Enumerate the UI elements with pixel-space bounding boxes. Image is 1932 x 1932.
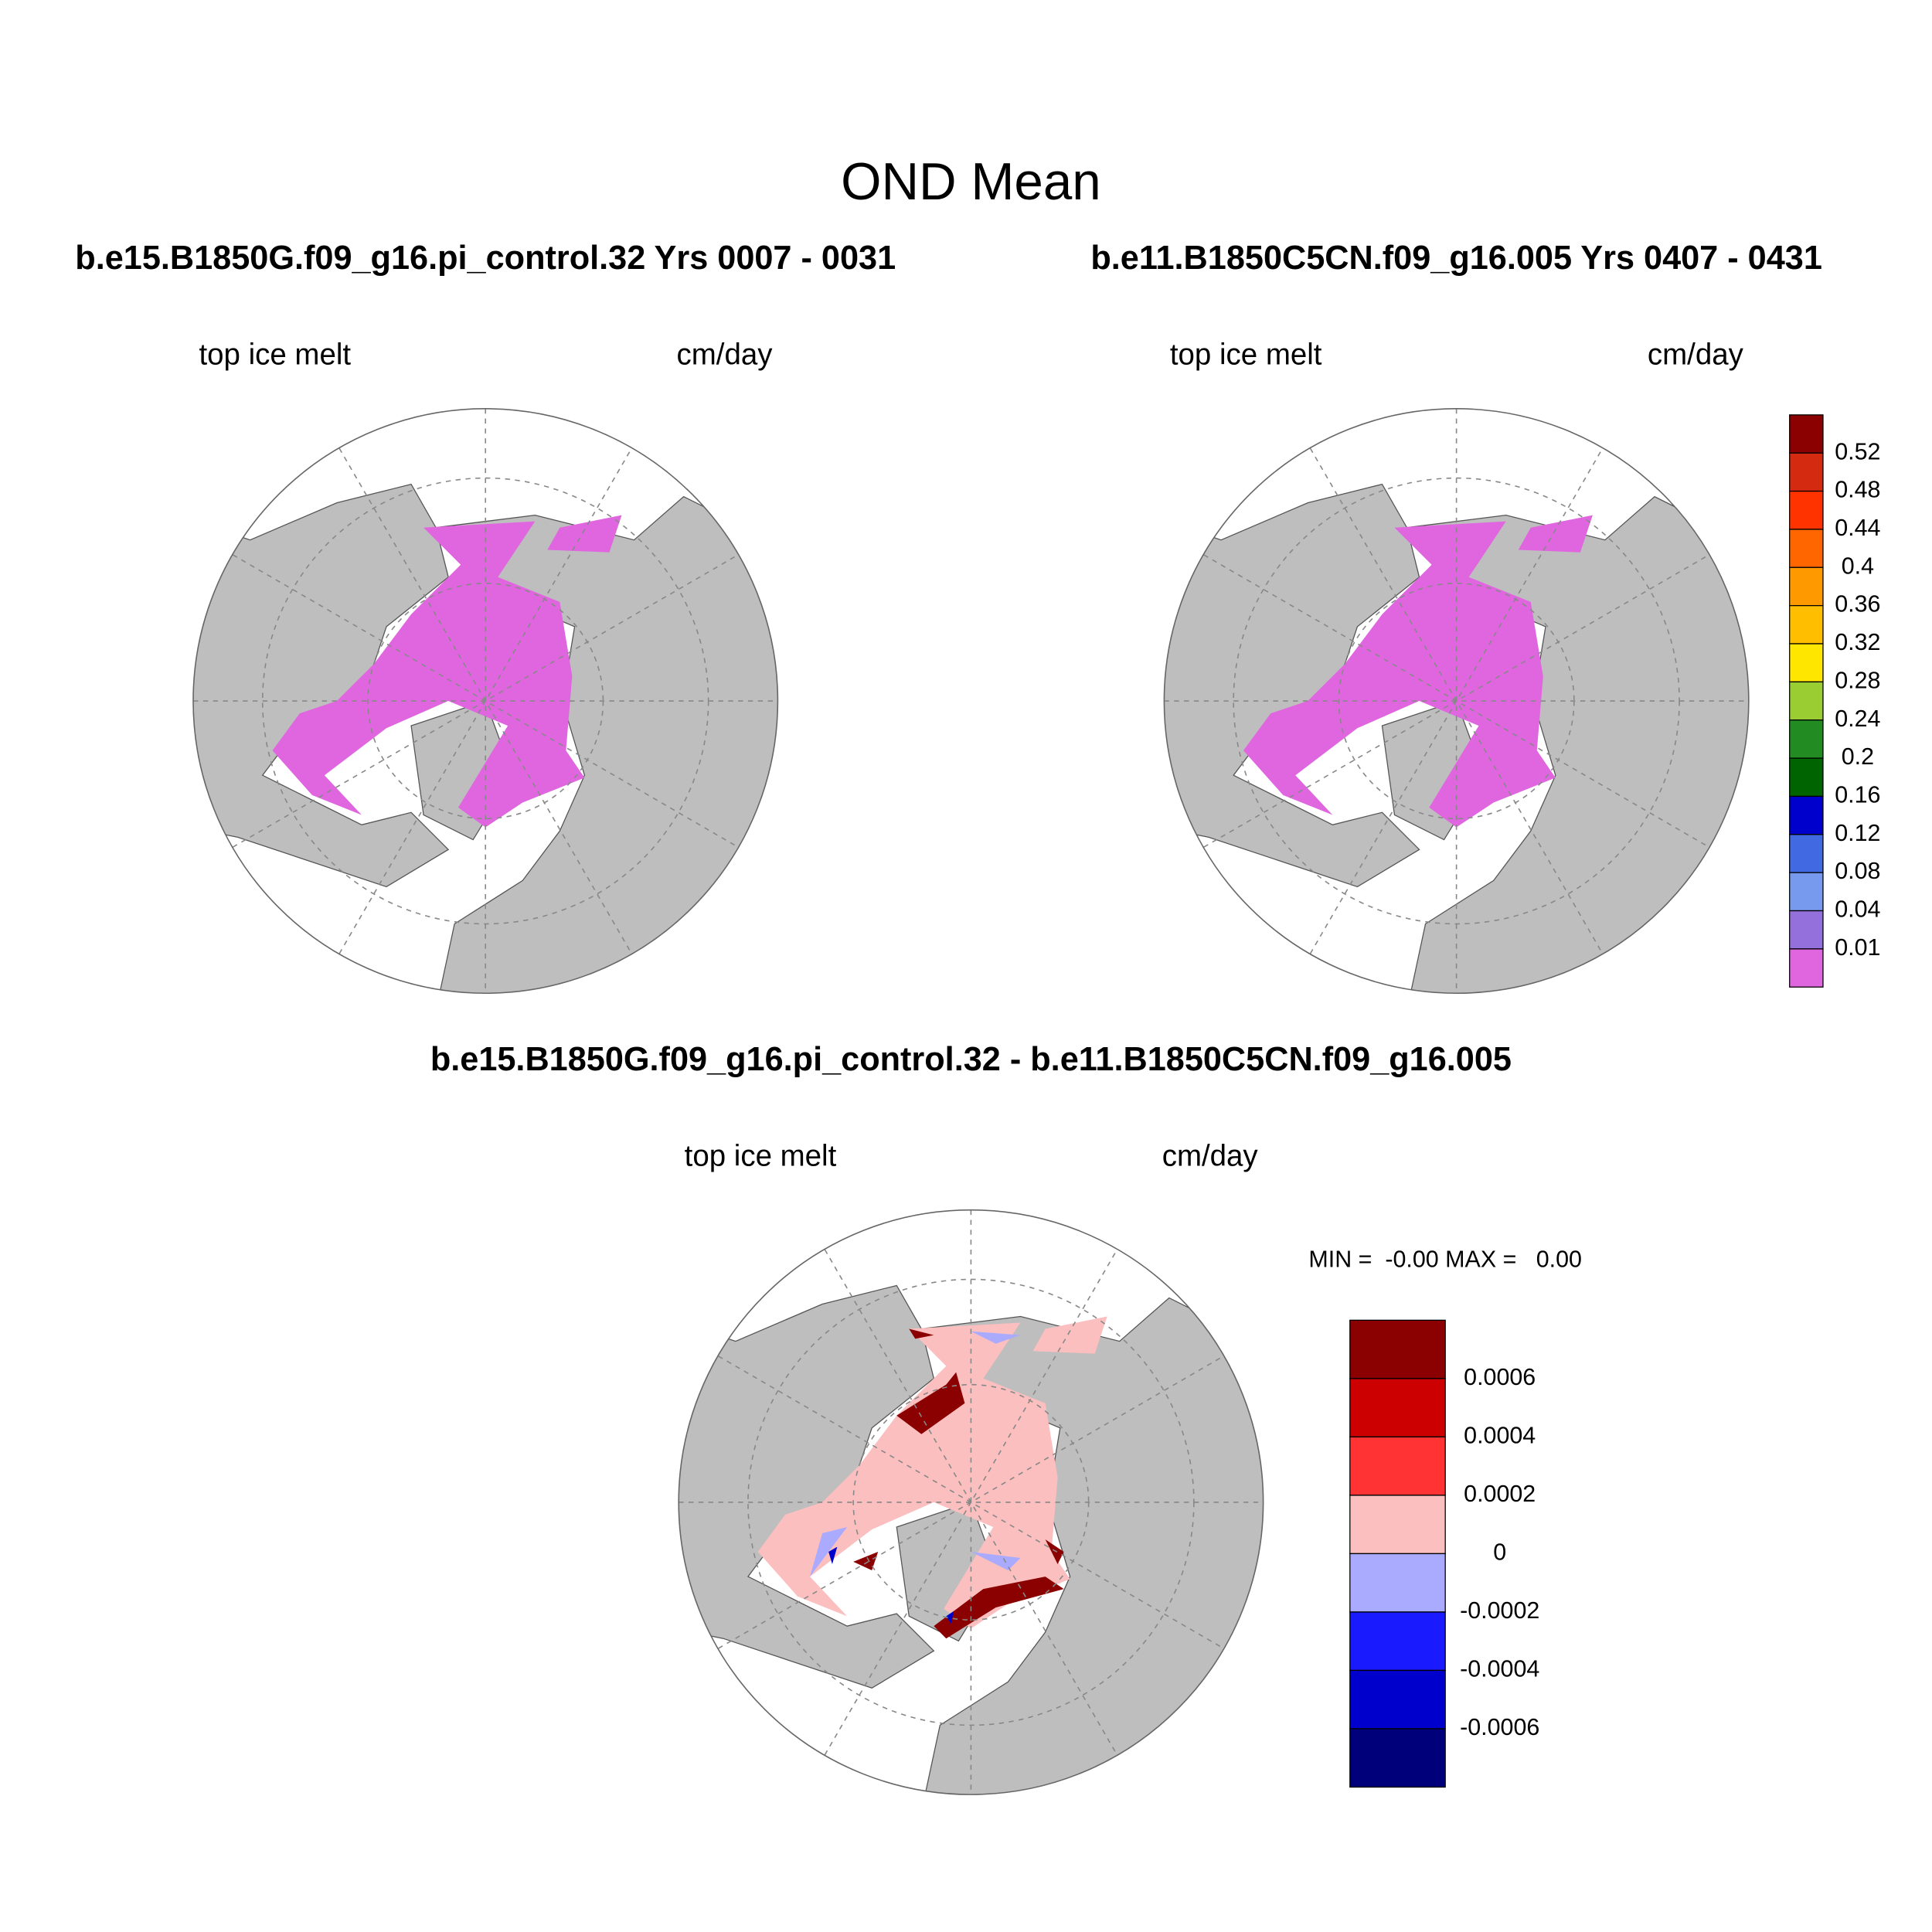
colorbar-bin xyxy=(1789,872,1824,912)
colorbar-label: 0.28 xyxy=(1835,667,1880,693)
colorbar-label: 0.0002 xyxy=(1464,1481,1536,1507)
colorbar-label: 0.01 xyxy=(1835,934,1880,961)
colorbar-label: 0.16 xyxy=(1835,781,1880,808)
colorbar-bin xyxy=(1789,414,1824,454)
map xyxy=(662,1209,1281,1812)
map xyxy=(176,408,795,1011)
colorbar-label: 0.36 xyxy=(1835,591,1880,617)
colorbar-bin xyxy=(1789,834,1824,873)
figure-title: OND Mean xyxy=(841,153,1101,211)
colorbar-bin xyxy=(1789,529,1824,568)
panel-title: b.e15.B1850G.f09_g16.pi_control.32 - b.e… xyxy=(430,1041,1512,1078)
colorbar-bin xyxy=(1349,1669,1446,1730)
variable-label: top ice melt xyxy=(199,338,351,372)
colorbar-bin xyxy=(1349,1378,1446,1438)
colorbar-label: -0.0004 xyxy=(1460,1656,1539,1682)
variable-label: top ice melt xyxy=(1170,338,1322,372)
colorbar-bin xyxy=(1349,1728,1446,1788)
colorbar-label: 0.08 xyxy=(1835,858,1880,884)
colorbar-label: -0.0006 xyxy=(1460,1714,1539,1740)
colorbar-label: 0.44 xyxy=(1835,515,1880,541)
colorbar-bin xyxy=(1349,1495,1446,1555)
colorbar-label: 0.4 xyxy=(1842,553,1874,579)
colorbar-label: 0.0006 xyxy=(1464,1364,1536,1390)
panel-title: b.e15.B1850G.f09_g16.pi_control.32 Yrs 0… xyxy=(75,240,896,277)
colorbar-label: 0 xyxy=(1493,1539,1506,1565)
colorbar-label: 0.2 xyxy=(1842,743,1874,770)
units-label: cm/day xyxy=(1162,1140,1259,1173)
variable-label: top ice melt xyxy=(685,1140,837,1173)
colorbar-bin xyxy=(1349,1611,1446,1672)
colorbar-label: 0.04 xyxy=(1835,896,1880,923)
colorbar-label: 0.0004 xyxy=(1464,1422,1536,1448)
colorbar-label: 0.12 xyxy=(1835,820,1880,846)
units-label: cm/day xyxy=(677,338,774,372)
colorbar-bin xyxy=(1789,795,1824,835)
panel-title: b.e11.B1850C5CN.f09_g16.005 Yrs 0407 - 0… xyxy=(1090,240,1822,277)
map xyxy=(1147,408,1766,1011)
colorbar-bin xyxy=(1789,452,1824,492)
colorbar-bin xyxy=(1789,566,1824,607)
colorbar-label: -0.0002 xyxy=(1460,1597,1539,1624)
colorbar-bin xyxy=(1789,605,1824,645)
colorbar-bin xyxy=(1789,719,1824,759)
colorbar-bin xyxy=(1789,490,1824,530)
colorbar-bin xyxy=(1349,1319,1446,1379)
colorbar-label: 0.52 xyxy=(1835,438,1880,464)
colorbar-bin xyxy=(1349,1553,1446,1613)
colorbar-bin xyxy=(1789,910,1824,950)
colorbar-bin xyxy=(1349,1436,1446,1496)
units-label: cm/day xyxy=(1648,338,1744,372)
colorbar-bin xyxy=(1789,643,1824,683)
colorbar-label: 0.32 xyxy=(1835,629,1880,655)
colorbar-bin xyxy=(1789,948,1824,988)
colorbar-bin xyxy=(1789,757,1824,798)
colorbar-label: 0.24 xyxy=(1835,706,1880,732)
colorbar-bin xyxy=(1789,681,1824,721)
colorbar-label: 0.48 xyxy=(1835,477,1880,503)
min-max-label: MIN = -0.00 MAX = 0.00 xyxy=(1308,1246,1582,1272)
